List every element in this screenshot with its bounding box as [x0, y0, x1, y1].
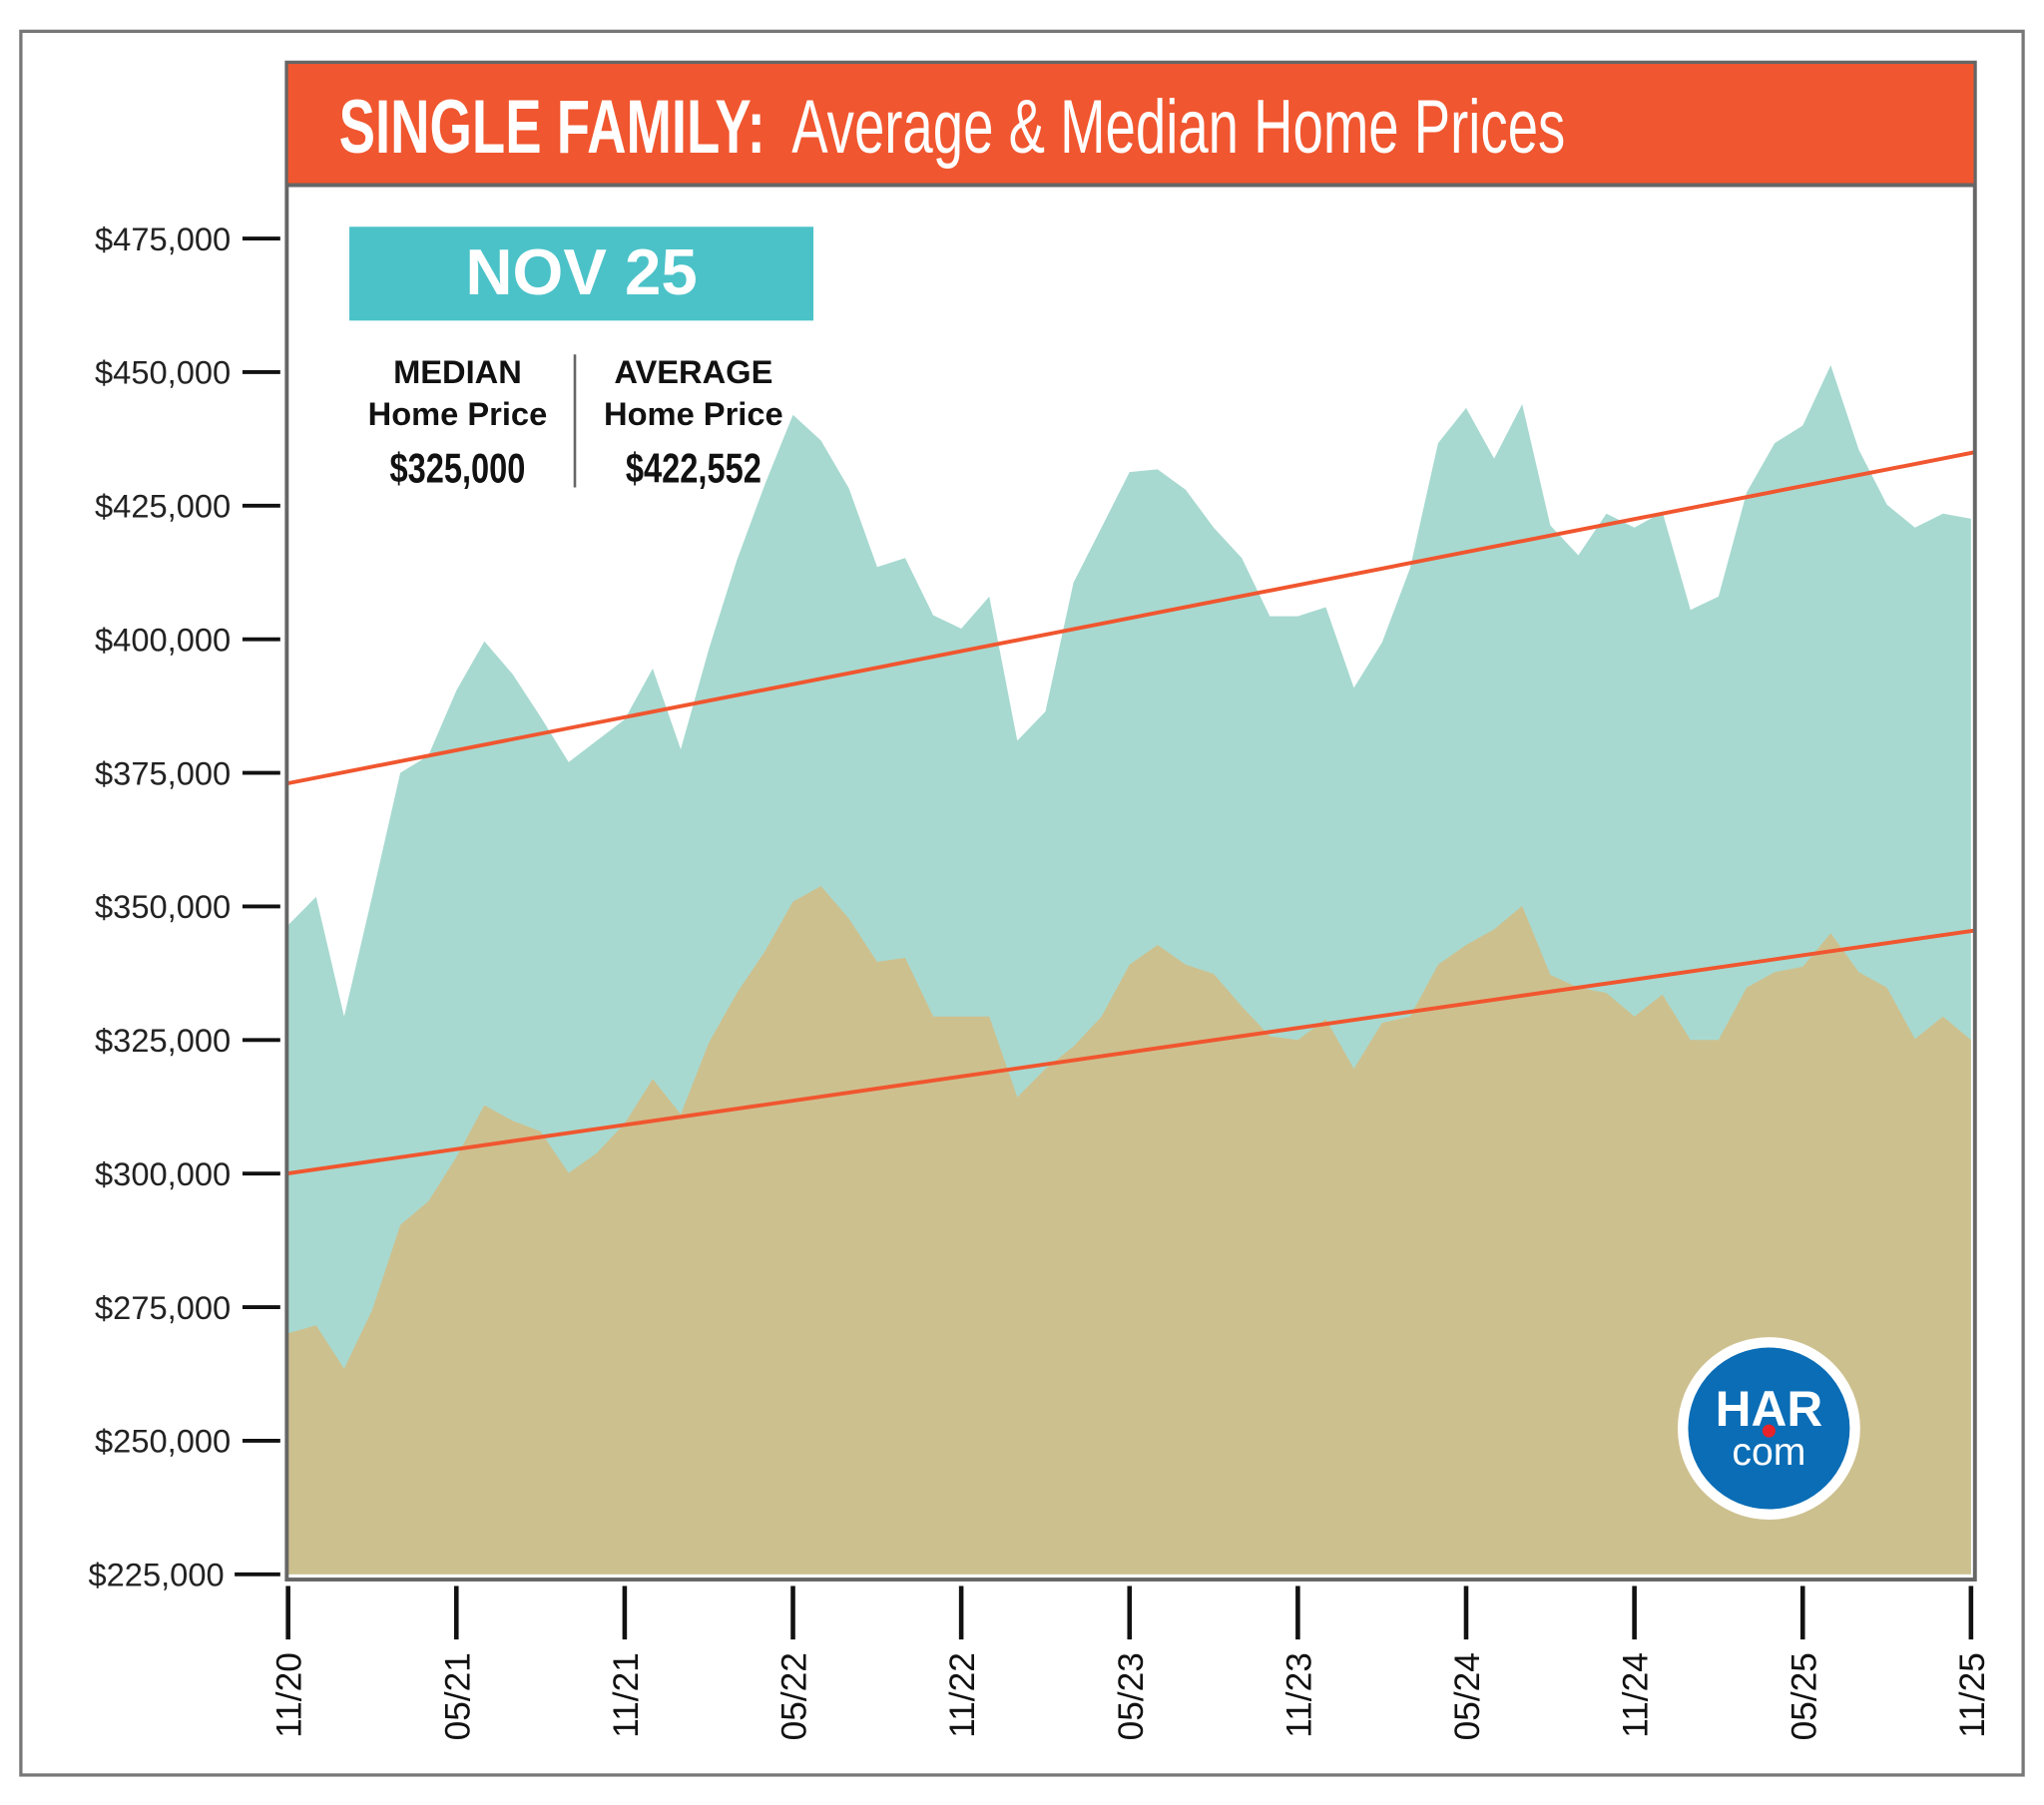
y-tick-label: $475,000: [95, 221, 231, 257]
y-tick-label: $375,000: [95, 754, 231, 791]
y-axis: $475,000 $450,000 $425,000 $400,000 $375,000…: [88, 221, 280, 1593]
y-tick-label: $450,000: [95, 354, 231, 391]
y-tick-label: $400,000: [95, 621, 231, 658]
x-tick-label: 11/20: [270, 1652, 309, 1738]
x-tick-label: 11/22: [943, 1652, 982, 1738]
x-tick-label: 05/23: [1112, 1652, 1151, 1740]
median-value: $325,000: [389, 444, 525, 491]
average-trend-line: [285, 450, 1976, 786]
plot-frame: [284, 60, 1977, 1581]
x-tick-label: 11/24: [1617, 1652, 1656, 1738]
trendlines: [285, 450, 1976, 1176]
average-value: $422,552: [626, 444, 762, 491]
x-tick-label: 11/25: [1953, 1652, 1992, 1738]
y-tick-label: $300,000: [95, 1155, 231, 1192]
chart-title-rest: Average & Median Home Prices: [791, 84, 1565, 169]
y-tick-label: $350,000: [95, 888, 231, 925]
plot-areas: [287, 364, 1971, 1575]
logo-text-com: com: [1732, 1431, 1805, 1474]
y-tick-label: $225,000: [88, 1557, 224, 1593]
x-tick-label: 05/22: [775, 1652, 814, 1740]
har-logo: HAR com: [1677, 1337, 1860, 1520]
median-trend-line: [286, 928, 1976, 1176]
x-tick-label: 05/24: [1448, 1652, 1487, 1740]
average-label: AVERAGE: [614, 353, 772, 390]
y-tick-label: $425,000: [95, 488, 231, 525]
median-area: [287, 886, 1971, 1575]
period-label: NOV 25: [465, 235, 697, 308]
y-tick-label: $275,000: [95, 1289, 231, 1326]
y-tick-label: $250,000: [95, 1423, 231, 1460]
median-sub: Home Price: [368, 395, 548, 432]
period-badge: [349, 226, 814, 321]
average-sub: Home Price: [604, 395, 783, 432]
x-axis: 11/20 05/21 11/21 05/22 11/22 05/23 11/23 05/24…: [270, 1585, 1992, 1740]
summary-box: NOV 25 MEDIAN Home Price $325,000 AVERAG…: [349, 226, 814, 491]
x-tick-label: 05/21: [438, 1652, 477, 1740]
header-bar: SINGLE FAMILY: Average & Median Home Pri…: [286, 64, 1975, 188]
chart-title-bold: SINGLE FAMILY:: [339, 84, 766, 169]
x-tick-label: 11/21: [607, 1652, 646, 1738]
x-tick-label: 05/25: [1785, 1652, 1823, 1740]
chart-title: SINGLE FAMILY: Average & Median Home Pri…: [339, 84, 1566, 169]
y-tick-label: $325,000: [95, 1022, 231, 1059]
x-tick-label: 11/23: [1279, 1652, 1318, 1738]
median-label: MEDIAN: [393, 353, 522, 390]
logo-dot: [1762, 1424, 1776, 1438]
